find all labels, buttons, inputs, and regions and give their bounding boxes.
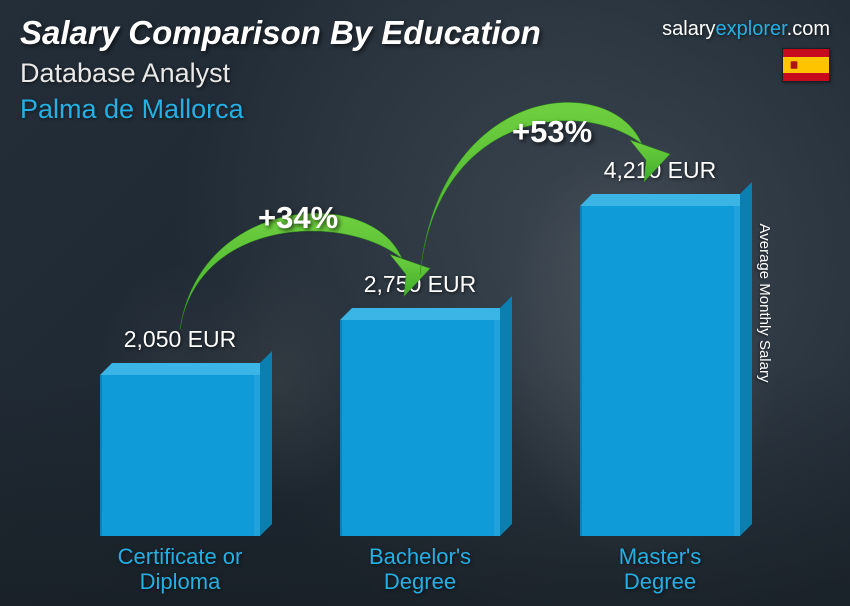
infographic-container: Salary Comparison By Education Database … xyxy=(0,0,850,606)
percent-increase-label: +53% xyxy=(512,114,592,150)
increase-arrow-icon xyxy=(0,0,850,606)
